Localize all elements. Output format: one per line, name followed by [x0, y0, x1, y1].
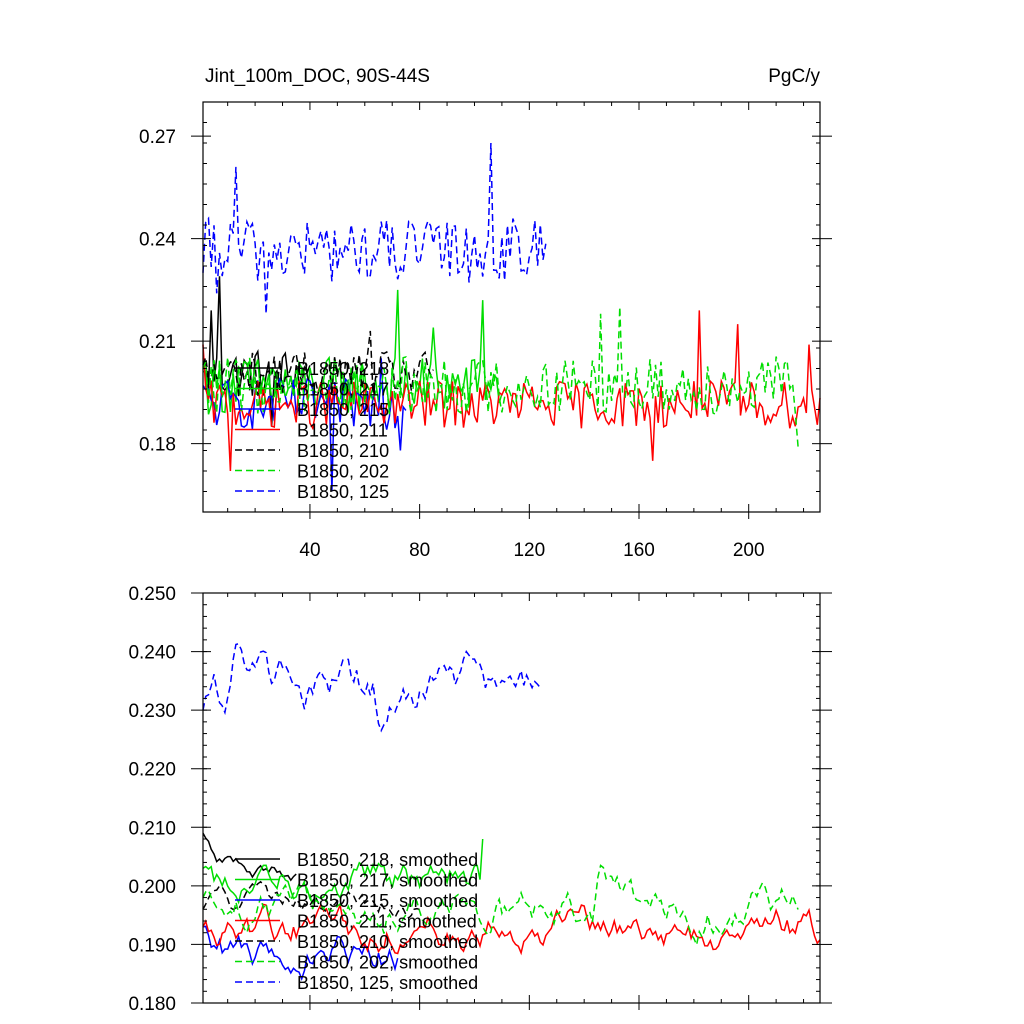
- legend-label: B1850, 217: [297, 380, 389, 400]
- y-tick-label: 0.230: [128, 701, 176, 722]
- x-tick-label: 40: [299, 540, 320, 561]
- legend-label: B1850, 210, smoothed: [297, 932, 478, 952]
- x-tick-label: 80: [409, 540, 430, 561]
- legend-label: B1850, 217, smoothed: [297, 871, 478, 891]
- y-tick-label: 0.220: [128, 760, 176, 781]
- y-tick-label: 0.210: [128, 818, 176, 839]
- series-line-7: [202, 142, 547, 314]
- legend-label: B1850, 202, smoothed: [297, 953, 478, 973]
- x-tick-label: 200: [733, 540, 765, 561]
- series-line-5: [202, 880, 420, 920]
- units-label: PgC/y: [768, 66, 820, 87]
- y-tick-label: 0.27: [139, 127, 176, 148]
- series-line-6: [202, 864, 799, 948]
- series-line-4: [202, 310, 821, 472]
- series-line-4: [202, 902, 821, 956]
- plot-frame: [202, 101, 821, 513]
- legend-label: B1850, 218, smoothed: [297, 850, 478, 870]
- legend-label: B1850, 218: [297, 359, 389, 379]
- y-tick-label: 0.200: [128, 877, 176, 898]
- y-tick-label: 0.18: [139, 435, 176, 456]
- top-panel: Jint_100m_DOC, 90S-44S PgC/y 40 80 120 160 2…: [139, 66, 832, 561]
- series-line-5: [202, 330, 434, 396]
- series-line-6: [202, 306, 799, 448]
- y-tick-label: 0.180: [128, 994, 176, 1015]
- series-line-3: [202, 358, 407, 492]
- legend-label: B1850, 211, smoothed: [297, 912, 477, 932]
- legend-label: B1850, 202: [297, 462, 389, 482]
- series-line-2: [202, 838, 484, 906]
- legend-label: B1850, 215, smoothed: [297, 891, 478, 911]
- y-tick-label: 0.190: [128, 935, 176, 956]
- legend-label: B1850, 125: [297, 482, 389, 502]
- chart-title: Jint_100m_DOC, 90S-44S: [205, 66, 430, 87]
- bottom-panel: 0.180 0.190 0.200 0.210 0.220 0.230 0.240 0.250…: [128, 584, 832, 1015]
- y-tick-label: 0.21: [139, 332, 176, 353]
- legend-label: B1850, 211: [297, 421, 388, 441]
- series-line-7: [202, 642, 541, 733]
- plot-area: [202, 142, 821, 492]
- x-tick-label: 160: [623, 540, 655, 561]
- series-line-1: [202, 832, 297, 882]
- legend-label: B1850, 125, smoothed: [297, 973, 478, 993]
- plot-area: [202, 642, 821, 981]
- plot-frame: [202, 592, 821, 1004]
- y-tick-label: 0.240: [128, 643, 176, 664]
- y-tick-label: 0.250: [128, 584, 176, 605]
- legend-label: B1850, 215: [297, 400, 389, 420]
- legend-label: B1850, 210: [297, 441, 389, 461]
- y-tick-label: 0.24: [139, 230, 176, 251]
- x-tick-label: 120: [513, 540, 545, 561]
